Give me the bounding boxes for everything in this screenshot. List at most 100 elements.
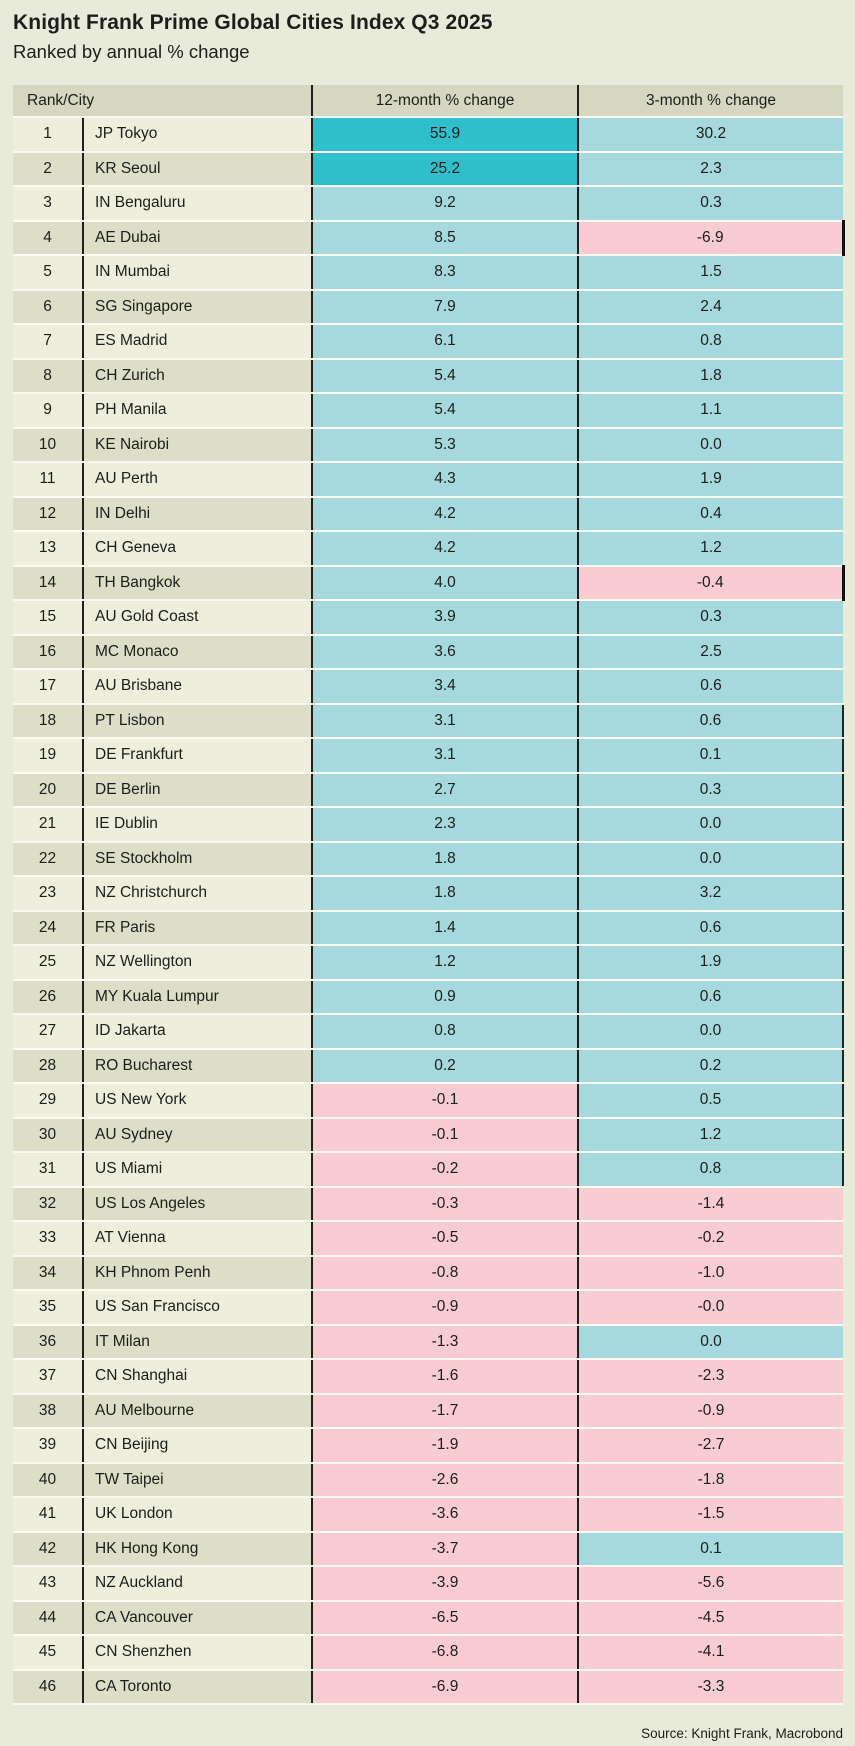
3-month-change-cell: 1.1: [577, 393, 843, 429]
12-month-change-cell: 5.4: [311, 393, 578, 429]
table-row: 9 PH Manila 5.4 1.1: [13, 393, 843, 429]
city-cell: IN Bengaluru: [82, 186, 312, 222]
page-subtitle: Ranked by annual % change: [13, 41, 250, 62]
city-cell: KR Seoul: [82, 151, 312, 187]
3-month-change-cell: 0.3: [577, 772, 844, 808]
3-month-change-cell: 1.9: [577, 462, 843, 498]
12-month-change-cell: 3.4: [311, 669, 578, 705]
12-month-change-cell: 4.3: [311, 462, 578, 498]
rank-cell: 33: [13, 1221, 83, 1257]
3-month-change-cell: -0.2: [577, 1221, 843, 1257]
city-cell: NZ Wellington: [82, 945, 312, 981]
column-header-3-month: 3-month % change: [577, 85, 843, 118]
table-row: 40 TW Taipei -2.6 -1.8: [13, 1462, 843, 1498]
table-row: 44 CA Vancouver -6.5 -4.5: [13, 1600, 843, 1636]
table-row: 37 CN Shanghai -1.6 -2.3: [13, 1359, 843, 1395]
rank-cell: 3: [13, 186, 83, 222]
rank-cell: 24: [13, 910, 83, 946]
table-row: 25 NZ Wellington 1.2 1.9: [13, 945, 844, 981]
city-cell: JP Tokyo: [82, 117, 312, 153]
cities-index-table: Rank/City 12-month % change 3-month % ch…: [13, 85, 845, 1705]
rank-cell: 10: [13, 427, 83, 463]
rank-cell: 30: [13, 1117, 83, 1153]
12-month-change-cell: 2.7: [311, 772, 578, 808]
12-month-change-cell: -6.9: [311, 1669, 578, 1705]
12-month-change-cell: 8.3: [311, 255, 578, 291]
city-cell: PT Lisbon: [82, 703, 312, 739]
rank-cell: 25: [13, 945, 83, 981]
3-month-change-cell: -0.9: [577, 1393, 843, 1429]
city-cell: DE Berlin: [82, 772, 312, 808]
12-month-change-cell: 0.2: [311, 1048, 578, 1084]
3-month-change-cell: 0.3: [577, 186, 843, 222]
12-month-change-cell: -0.8: [311, 1255, 578, 1291]
12-month-change-cell: 1.2: [311, 945, 578, 981]
rank-cell: 17: [13, 669, 83, 705]
table-row: 32 US Los Angeles -0.3 -1.4: [13, 1186, 843, 1222]
12-month-change-cell: -6.8: [311, 1635, 578, 1671]
rank-cell: 32: [13, 1186, 83, 1222]
rank-cell: 36: [13, 1324, 83, 1360]
3-month-change-cell: 3.2: [577, 876, 844, 912]
table-row: 41 UK London -3.6 -1.5: [13, 1497, 843, 1533]
3-month-change-cell: 0.6: [577, 979, 844, 1015]
column-header-12-month: 12-month % change: [311, 85, 578, 118]
table-row: 24 FR Paris 1.4 0.6: [13, 910, 844, 946]
rank-cell: 27: [13, 1014, 83, 1050]
rank-cell: 8: [13, 358, 83, 394]
3-month-change-cell: 0.8: [577, 1152, 844, 1188]
rank-cell: 13: [13, 531, 83, 567]
rank-cell: 19: [13, 738, 83, 774]
city-cell: AU Gold Coast: [82, 600, 312, 636]
12-month-change-cell: -1.6: [311, 1359, 578, 1395]
3-month-change-cell: -1.8: [577, 1462, 843, 1498]
city-cell: DE Frankfurt: [82, 738, 312, 774]
table-row: 13 CH Geneva 4.2 1.2: [13, 531, 843, 567]
3-month-change-cell: 1.8: [577, 358, 843, 394]
3-month-change-cell: -4.5: [577, 1600, 843, 1636]
rank-cell: 4: [13, 220, 83, 256]
table-row: 1 JP Tokyo 55.9 30.2: [13, 117, 843, 153]
table-row: 29 US New York -0.1 0.5: [13, 1083, 844, 1119]
rank-cell: 6: [13, 289, 83, 325]
12-month-change-cell: 3.9: [311, 600, 578, 636]
12-month-change-cell: -1.9: [311, 1428, 578, 1464]
table-row: 4 AE Dubai 8.5 -6.9: [13, 220, 845, 256]
table-row: 34 KH Phnom Penh -0.8 -1.0: [13, 1255, 843, 1291]
table-row: 26 MY Kuala Lumpur 0.9 0.6: [13, 979, 844, 1015]
rank-cell: 46: [13, 1669, 83, 1705]
rank-cell: 39: [13, 1428, 83, 1464]
rank-cell: 38: [13, 1393, 83, 1429]
table-row: 22 SE Stockholm 1.8 0.0: [13, 841, 844, 877]
table-row: 28 RO Bucharest 0.2 0.2: [13, 1048, 844, 1084]
12-month-change-cell: 8.5: [311, 220, 578, 256]
3-month-change-cell: 0.0: [577, 1324, 843, 1360]
page-title: Knight Frank Prime Global Cities Index Q…: [13, 11, 493, 34]
12-month-change-cell: -2.6: [311, 1462, 578, 1498]
table-row: 46 CA Toronto -6.9 -3.3: [13, 1669, 843, 1705]
table-row: 5 IN Mumbai 8.3 1.5: [13, 255, 843, 291]
table-row: 8 CH Zurich 5.4 1.8: [13, 358, 843, 394]
3-month-change-cell: 2.3: [577, 151, 843, 187]
12-month-change-cell: -3.9: [311, 1566, 578, 1602]
city-cell: CH Zurich: [82, 358, 312, 394]
table-body: 1 JP Tokyo 55.9 30.2 2 KR Seoul 25.2 2.3 3 IN Ben…: [13, 117, 845, 1705]
rank-cell: 5: [13, 255, 83, 291]
city-cell: CH Geneva: [82, 531, 312, 567]
table-row: 12 IN Delhi 4.2 0.4: [13, 496, 843, 532]
city-cell: US New York: [82, 1083, 312, 1119]
table-row: 15 AU Gold Coast 3.9 0.3: [13, 600, 843, 636]
rank-cell: 35: [13, 1290, 83, 1326]
3-month-change-cell: 0.2: [577, 1048, 844, 1084]
table-row: 38 AU Melbourne -1.7 -0.9: [13, 1393, 843, 1429]
3-month-change-cell: 1.9: [577, 945, 844, 981]
city-cell: AE Dubai: [82, 220, 312, 256]
rank-cell: 1: [13, 117, 83, 153]
rank-cell: 44: [13, 1600, 83, 1636]
12-month-change-cell: 5.3: [311, 427, 578, 463]
city-cell: IT Milan: [82, 1324, 312, 1360]
city-cell: CN Shanghai: [82, 1359, 312, 1395]
12-month-change-cell: 7.9: [311, 289, 578, 325]
12-month-change-cell: -1.3: [311, 1324, 578, 1360]
12-month-change-cell: 4.2: [311, 531, 578, 567]
